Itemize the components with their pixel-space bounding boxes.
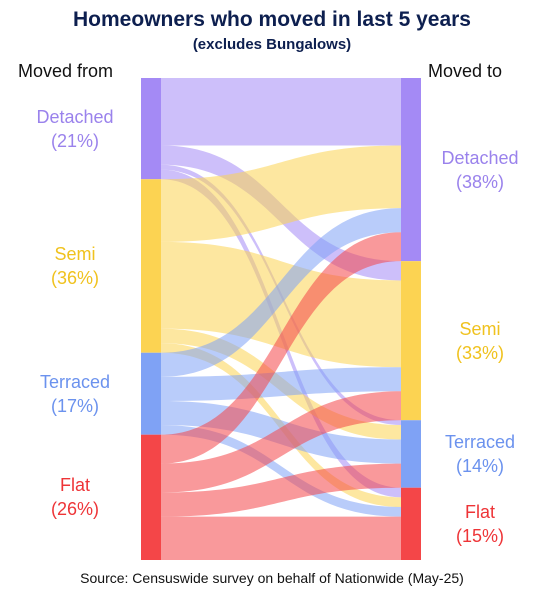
to-label-percent: (38%)	[455, 171, 504, 192]
to-node-terraced	[401, 420, 421, 488]
from-node-detached	[141, 78, 161, 180]
flow-links	[161, 78, 401, 560]
flow-flat-to-terraced	[161, 463, 401, 517]
from-label-percent: (26%)	[50, 499, 99, 520]
from-label-flat: Flat (26%)	[10, 473, 140, 521]
from-label-percent: (21%)	[50, 130, 99, 151]
flow-terraced-to-flat	[161, 425, 401, 517]
from-label-percent: (36%)	[50, 267, 99, 288]
node-bars	[141, 78, 421, 560]
to-label-name: Detached	[441, 147, 519, 168]
from-label-terraced: Terraced (17%)	[10, 370, 140, 418]
chart-subtitle: (excludes Bungalows)	[192, 36, 352, 53]
flow-terraced-to-detached	[161, 208, 401, 377]
from-label-detached: Detached (21%)	[10, 105, 140, 153]
flow-terraced-to-semi	[161, 367, 401, 401]
from-label-name: Terraced	[39, 371, 111, 392]
flow-flat-to-detached	[161, 232, 401, 464]
from-label-name: Semi	[54, 243, 96, 264]
chart-title: Homeowners who moved in last 5 years	[73, 8, 471, 31]
from-label-semi: Semi (36%)	[10, 242, 140, 290]
flow-semi-to-semi	[161, 241, 401, 368]
from-label-name: Flat	[59, 475, 90, 496]
source-note: Source: Censuswide survey on behalf of N…	[80, 570, 464, 586]
to-label-semi: Semi (33%)	[422, 317, 538, 365]
to-label-percent: (33%)	[455, 342, 504, 363]
to-label-percent: (15%)	[455, 525, 504, 546]
flow-detached-to-detached	[161, 78, 401, 146]
flow-flat-to-semi	[161, 391, 401, 493]
to-label-percent: (14%)	[455, 455, 504, 476]
to-label-flat: Flat (15%)	[422, 500, 538, 548]
to-node-flat	[401, 487, 421, 560]
from-node-semi	[141, 179, 161, 353]
from-label-name: Detached	[36, 106, 114, 127]
to-label-name: Flat	[464, 501, 495, 522]
to-label-detached: Detached (38%)	[422, 146, 538, 194]
from-node-terraced	[141, 352, 161, 435]
flow-flat-to-flat	[161, 516, 401, 560]
moved-to-header: Moved to	[428, 61, 503, 81]
to-label-name: Terraced	[444, 431, 516, 452]
from-label-percent: (17%)	[50, 395, 99, 416]
moved-from-header: Moved from	[18, 61, 114, 81]
to-label-terraced: Terraced (14%)	[422, 430, 538, 478]
to-node-semi	[401, 261, 421, 421]
to-node-detached	[401, 78, 421, 262]
to-label-name: Semi	[459, 318, 501, 339]
flow-semi-to-detached	[161, 145, 401, 242]
from-node-flat	[141, 434, 161, 560]
